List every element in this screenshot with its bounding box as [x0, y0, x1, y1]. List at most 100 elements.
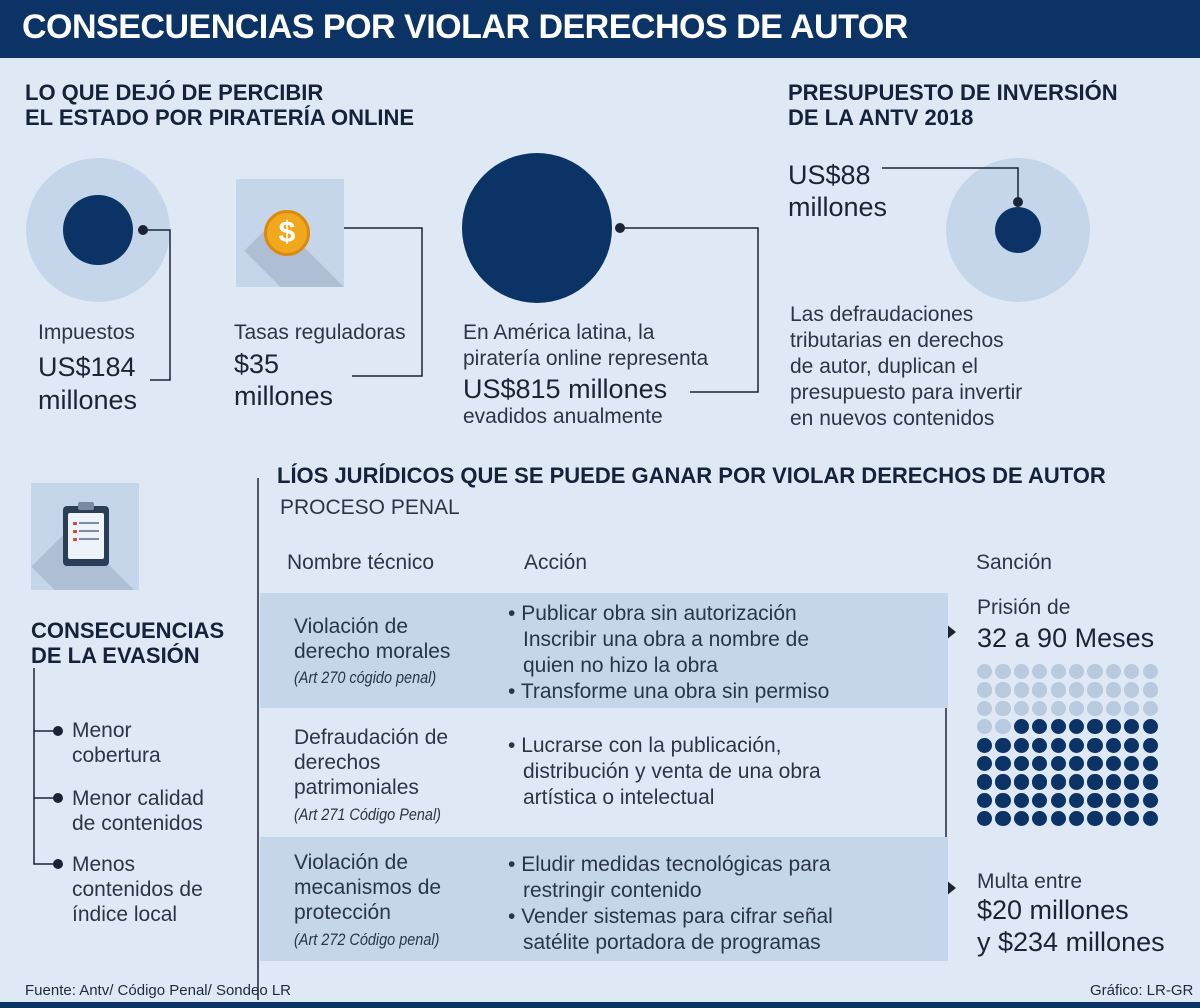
clipboard-tile	[31, 483, 139, 590]
dot-light	[1050, 700, 1066, 716]
dot-dark	[995, 792, 1011, 808]
legal-title: LÍOS JURÍDICOS QUE SE PUEDE GANAR POR VI…	[277, 463, 1106, 488]
dot-dark	[1124, 719, 1140, 735]
row-name: Defraudación de derechos patrimoniales	[294, 725, 448, 800]
action-line: Vender sistemas para cifrar señal	[521, 905, 833, 928]
dot-light	[1032, 700, 1048, 716]
dot-dark	[1050, 792, 1066, 808]
dot-dark	[1032, 719, 1048, 735]
budget-amount: US$88	[788, 160, 871, 190]
dot-dark	[1050, 774, 1066, 790]
row-article: (Art 271 Código Penal)	[294, 805, 441, 824]
dot-light	[1142, 700, 1158, 716]
row-name-line: derecho morales	[294, 640, 451, 663]
latam-line1: En América latina, la	[463, 321, 655, 344]
row-actions: • Publicar obra sin autorización Inscrib…	[508, 601, 829, 705]
dot-dark	[1124, 737, 1140, 753]
dot-dark	[1142, 737, 1158, 753]
dot-dark	[1087, 737, 1103, 753]
dot-dark	[1142, 756, 1158, 772]
dot-dark	[1069, 737, 1085, 753]
impuestos-label: Impuestos	[38, 321, 135, 344]
evasion-item-line: Menor calidad	[72, 787, 204, 810]
col-header-sanction: Sanción	[976, 551, 1052, 574]
revenue-lost-title: LO QUE DEJÓ DE PERCIBIR EL ESTADO POR PI…	[25, 80, 414, 130]
page-title: CONSECUENCIAS POR VIOLAR DERECHOS DE AUT…	[22, 8, 908, 46]
dot-dark	[1032, 792, 1048, 808]
dot-light	[1124, 700, 1140, 716]
dot-light	[1105, 682, 1121, 698]
action-item: • Eludir medidas tecnológicas para	[508, 852, 833, 878]
revenue-lost-title-line1: LO QUE DEJÓ DE PERCIBIR	[25, 80, 324, 105]
prison-value: 32 a 90 Meses	[977, 623, 1155, 653]
dot-dark	[977, 756, 993, 772]
dot-dark	[1013, 756, 1029, 772]
action-line: Publicar obra sin autorización	[521, 602, 797, 625]
dot-light	[1069, 664, 1085, 680]
impuestos-unit: millones	[38, 385, 138, 415]
dot-dark	[1105, 737, 1121, 753]
dot-light	[1124, 682, 1140, 698]
budget-unit: millones	[788, 192, 888, 222]
dot-dark	[1069, 756, 1085, 772]
clipboard-icon	[63, 502, 109, 566]
dot-light	[995, 682, 1011, 698]
dot-dark	[977, 774, 993, 790]
col-header-action: Acción	[524, 551, 588, 574]
dot-dark	[1032, 774, 1048, 790]
evasion-title: CONSECUENCIAS DE LA EVASIÓN	[31, 618, 224, 668]
impuestos-amount: US$184	[38, 352, 136, 382]
action-item: • Publicar obra sin autorización	[508, 601, 829, 627]
row-article: (Art 272 Código penal)	[294, 930, 440, 949]
action-line: satélite portadora de programas	[523, 931, 821, 954]
dot-dark	[1087, 811, 1103, 827]
dot-dark	[1050, 719, 1066, 735]
legal-subtitle: PROCESO PENAL	[280, 496, 460, 519]
dot-light	[977, 700, 993, 716]
dot-light	[1105, 700, 1121, 716]
tasas-label: Tasas reguladoras	[234, 321, 406, 344]
dot-dark	[1032, 811, 1048, 827]
dot-dark	[1142, 719, 1158, 735]
evasion-title-line2: DE LA EVASIÓN	[31, 643, 200, 668]
dot-dark	[1013, 811, 1029, 827]
row-actions: • Eludir medidas tecnológicas para restr…	[508, 852, 833, 956]
fine-line2: y $234 millones	[977, 927, 1165, 957]
dot-dark	[1124, 811, 1140, 827]
budget-title-line2: DE LA ANTV 2018	[788, 105, 974, 130]
fine-label: Multa entre	[977, 870, 1083, 893]
bullet-icon: •	[508, 602, 516, 625]
tasas-amount: $35	[234, 349, 280, 379]
footer-bar	[0, 1002, 1200, 1008]
row-name-line: Defraudación de	[294, 726, 449, 749]
dot-dark	[1124, 792, 1140, 808]
budget-inner-circle	[995, 207, 1041, 253]
dot-dark	[1142, 774, 1158, 790]
budget-desc-line: en nuevos contenidos	[790, 407, 995, 430]
dot-light	[1105, 664, 1121, 680]
dot-dark	[1087, 719, 1103, 735]
row-name-line: derechos	[294, 751, 381, 774]
evasion-item: Menos contenidos de índice local	[72, 852, 203, 927]
dot-light	[977, 664, 993, 680]
row-name: Violación de mecanismos de protección	[294, 850, 441, 925]
action-line: Transforme una obra sin permiso	[520, 680, 830, 703]
bullet-icon: •	[508, 734, 516, 757]
dot-light	[995, 719, 1011, 735]
action-item: • Vender sistemas para cifrar señal	[508, 904, 833, 930]
row-actions: • Lucrarse con la publicación, distribuc…	[508, 733, 821, 811]
dot-dark	[1069, 719, 1085, 735]
dot-light	[1069, 700, 1085, 716]
evasion-item-line: cobertura	[72, 744, 161, 767]
dollar-coin-icon: $	[264, 210, 310, 256]
budget-title: PRESUPUESTO DE INVERSIÓN DE LA ANTV 2018	[788, 80, 1118, 130]
impuestos-inner-circle	[63, 195, 133, 265]
dot-light	[977, 719, 993, 735]
action-line: restringir contenido	[523, 879, 702, 902]
dot-light	[1087, 664, 1103, 680]
dot-dark	[1069, 792, 1085, 808]
dot-dark	[1105, 774, 1121, 790]
dot-dark	[1032, 756, 1048, 772]
dot-light	[1013, 664, 1029, 680]
